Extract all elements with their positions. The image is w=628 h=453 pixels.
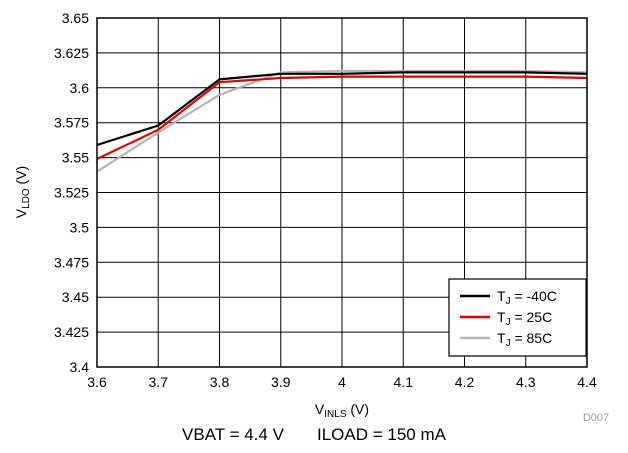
x-tick-label: 3.6 bbox=[87, 374, 107, 390]
figure-id: D007 bbox=[583, 412, 609, 424]
series-line-25C bbox=[96, 75, 588, 160]
y-axis-label-unit: (V) bbox=[13, 166, 29, 189]
y-axis-label-sub: LDO bbox=[21, 188, 32, 209]
y-tick-label: 3.5 bbox=[70, 219, 90, 235]
x-axis-label-main: V bbox=[315, 401, 325, 417]
x-axis-label-sub: INLS bbox=[324, 409, 347, 420]
y-tick-labels: 3.65 3.625 3.6 3.575 3.55 3.525 3.5 3.475 3.45 3.… bbox=[54, 10, 89, 375]
plot-frame bbox=[96, 17, 588, 368]
y-tick-label: 3.575 bbox=[54, 115, 89, 131]
series-layer bbox=[96, 69, 588, 173]
x-tick-label: 3.7 bbox=[149, 374, 169, 390]
legend-label--40C: TJ = -40C bbox=[497, 288, 557, 307]
x-tick-labels: 3.6 3.7 3.8 3.9 4 4.1 4.2 4.3 4.4 bbox=[87, 374, 597, 390]
legend-items: TJ = -40C TJ = 25C TJ = 85C bbox=[460, 288, 557, 349]
series-line-85C bbox=[96, 69, 588, 173]
x-tick-label: 4.4 bbox=[577, 374, 597, 390]
y-tick-label: 3.65 bbox=[62, 10, 89, 26]
y-tick-label: 3.525 bbox=[54, 185, 89, 201]
legend: TJ = -40C TJ = 25C TJ = 85C bbox=[448, 278, 587, 357]
x-tick-label: 3.8 bbox=[210, 374, 230, 390]
y-tick-label: 3.55 bbox=[62, 150, 89, 166]
y-tick-label: 3.4 bbox=[70, 359, 90, 375]
y-tick-label: 3.475 bbox=[54, 254, 89, 270]
y-tick-label: 3.45 bbox=[62, 289, 89, 305]
x-tick-label: 4.1 bbox=[394, 374, 414, 390]
y-tick-label: 3.6 bbox=[70, 80, 90, 96]
legend-label-25C: TJ = 25C bbox=[497, 309, 552, 328]
x-axis-label-unit: (V) bbox=[347, 401, 370, 417]
x-tick-label: 4 bbox=[338, 374, 346, 390]
x-tick-label: 4.3 bbox=[516, 374, 536, 390]
y-axis-label-main: V bbox=[13, 208, 29, 218]
y-axis-label: VLDO (V) bbox=[13, 166, 32, 218]
series-line--40C bbox=[96, 71, 588, 147]
x-tick-label: 3.9 bbox=[271, 374, 291, 390]
x-axis-label: VINLS (V) bbox=[315, 401, 369, 420]
chart: 3.65 3.625 3.6 3.575 3.55 3.525 3.5 3.475 3.45 3.… bbox=[13, 10, 609, 424]
y-tick-label: 3.425 bbox=[54, 324, 89, 340]
legend-label-85C: TJ = 85C bbox=[497, 330, 552, 349]
caption: VBAT = 4.4 V ILOAD = 150 mA bbox=[182, 425, 446, 444]
x-tick-label: 4.2 bbox=[455, 374, 475, 390]
y-tick-label: 3.625 bbox=[54, 45, 89, 61]
